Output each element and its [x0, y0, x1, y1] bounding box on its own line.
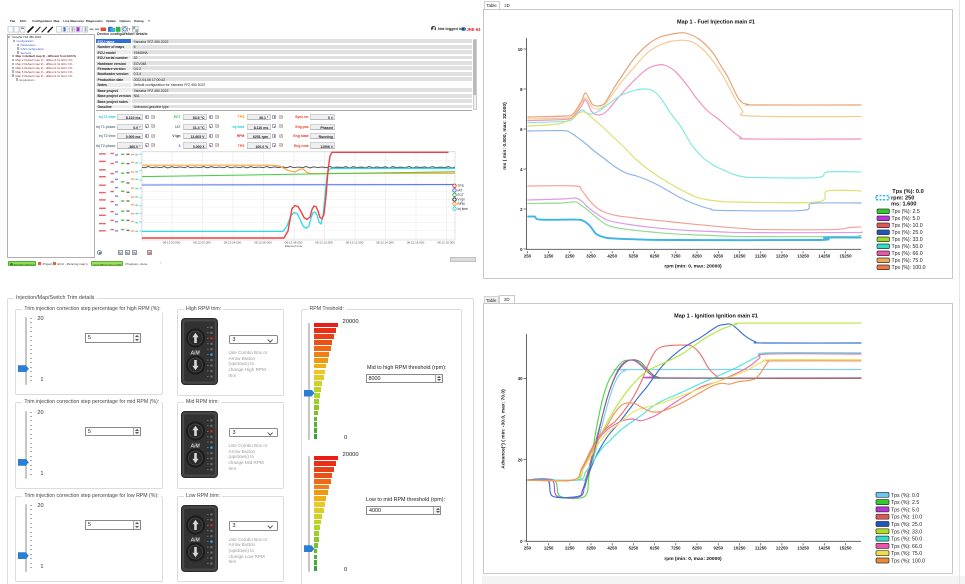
- svg-text:Tps (%): 0.0: Tps (%): 0.0: [892, 189, 923, 195]
- svg-text:40: 40: [518, 376, 523, 381]
- svg-text:Tps (%): 100.0: Tps (%): 100.0: [892, 265, 926, 271]
- svg-text:11250: 11250: [755, 254, 767, 259]
- svg-text:08:12:04.000: 08:12:04.000: [224, 241, 242, 245]
- svg-text:08:12:02.000: 08:12:02.000: [193, 241, 211, 245]
- svg-text:Tps (%): 66.0: Tps (%): 66.0: [892, 251, 923, 257]
- svg-text:ms: 1.600: ms: 1.600: [891, 201, 917, 207]
- svg-text:Tps (%): 5.0: Tps (%): 5.0: [891, 507, 919, 513]
- svg-text:1250: 1250: [544, 546, 554, 551]
- svg-text:Map 1 - Ignition Ignition main: Map 1 - Ignition Ignition main #1: [674, 314, 758, 320]
- svg-text:7250: 7250: [671, 254, 681, 259]
- svg-text:10: 10: [518, 47, 523, 52]
- svg-text:rpm (min: 0, max: 20000): rpm (min: 0, max: 20000): [664, 264, 722, 270]
- svg-text:12250: 12250: [776, 546, 789, 551]
- svg-text:08:12:14.000: 08:12:14.000: [376, 241, 394, 245]
- svg-text:Tps (%): 66.0: Tps (%): 66.0: [891, 544, 922, 550]
- svg-text:AiM: AiM: [190, 537, 201, 543]
- svg-text:Tps (%): 10.0: Tps (%): 10.0: [891, 515, 922, 521]
- svg-text:6250: 6250: [650, 254, 660, 259]
- svg-text:8250: 8250: [692, 546, 702, 551]
- svg-text:12250: 12250: [776, 254, 789, 259]
- svg-text:6: 6: [520, 127, 523, 132]
- svg-text:V ign: V ign: [458, 198, 465, 202]
- svg-text:13250: 13250: [797, 546, 810, 551]
- svg-text:Tps (%): 5.0: Tps (%): 5.0: [892, 216, 920, 222]
- svg-text:Tps (%): 50.0: Tps (%): 50.0: [891, 537, 922, 543]
- svg-text:13250: 13250: [797, 254, 810, 259]
- svg-text:Elapsed time: Elapsed time: [285, 244, 303, 248]
- svg-text:1250: 1250: [544, 254, 554, 259]
- svg-text:15250: 15250: [840, 254, 853, 259]
- svg-text:8: 8: [520, 87, 523, 92]
- svg-text:8250: 8250: [692, 254, 702, 259]
- svg-text:4250: 4250: [607, 546, 617, 551]
- svg-text:5250: 5250: [629, 254, 639, 259]
- svg-text:4: 4: [520, 167, 523, 172]
- svg-text:Tps (%): 10.0: Tps (%): 10.0: [892, 223, 923, 229]
- svg-text:Tps (%): 33.0: Tps (%): 33.0: [892, 237, 923, 243]
- svg-text:TPS: TPS: [458, 184, 464, 188]
- svg-text:5250: 5250: [629, 546, 639, 551]
- svg-text:08:12:00.000: 08:12:00.000: [163, 241, 181, 245]
- svg-text:14250: 14250: [818, 254, 831, 259]
- svg-text:250: 250: [524, 254, 532, 259]
- svg-text:250: 250: [524, 546, 532, 551]
- svg-text:Tps (%): 0.0: Tps (%): 0.0: [891, 493, 919, 499]
- svg-text:Tps (%): 100.0: Tps (%): 100.0: [891, 559, 925, 565]
- svg-text:2250: 2250: [565, 546, 575, 551]
- svg-text:0: 0: [520, 247, 523, 252]
- svg-text:rpm: 250: rpm: 250: [891, 196, 914, 202]
- svg-text:10250: 10250: [734, 546, 747, 551]
- svg-text:4250: 4250: [607, 254, 617, 259]
- svg-text:Tps (%): 2.5: Tps (%): 2.5: [892, 209, 920, 215]
- svg-text:08:12:16.000: 08:12:16.000: [407, 241, 425, 245]
- svg-text:AiM: AiM: [190, 351, 201, 357]
- svg-text:Tps (%): 75.0: Tps (%): 75.0: [892, 258, 923, 264]
- svg-text:rpm (min: 0, max: 20000): rpm (min: 0, max: 20000): [664, 556, 722, 562]
- svg-text:Inj time: Inj time: [458, 207, 469, 211]
- svg-text:15250: 15250: [840, 546, 853, 551]
- svg-text:08:12:10.000: 08:12:10.000: [315, 241, 333, 245]
- svg-text:2250: 2250: [565, 254, 575, 259]
- svg-text:08:12:12.000: 08:12:12.000: [346, 241, 364, 245]
- svg-text:9250: 9250: [714, 546, 724, 551]
- svg-text:9250: 9250: [714, 254, 724, 259]
- svg-text:08:12:06.000: 08:12:06.000: [254, 241, 272, 245]
- svg-text:IAT: IAT: [458, 189, 463, 193]
- svg-text:08:12:18.000: 08:12:18.000: [437, 241, 455, 245]
- svg-text:Tps (%): 25.0: Tps (%): 25.0: [892, 230, 923, 236]
- svg-text:11250: 11250: [755, 546, 767, 551]
- svg-text:ms ( min: 0.000, max: 32.000): ms ( min: 0.000, max: 32.000): [502, 102, 508, 170]
- svg-text:RPM: RPM: [458, 202, 465, 206]
- svg-text:Tps (%): 75.0: Tps (%): 75.0: [891, 551, 922, 557]
- svg-text:3250: 3250: [586, 254, 596, 259]
- svg-text:Tps (%): 50.0: Tps (%): 50.0: [892, 244, 923, 250]
- svg-text:0: 0: [520, 539, 523, 544]
- svg-text:20: 20: [518, 458, 523, 463]
- svg-text:Advance(°) ( min: -30.0, max:: Advance(°) ( min: -30.0, max: 70.0): [501, 389, 507, 469]
- svg-text:ECT: ECT: [458, 193, 464, 197]
- svg-text:7250: 7250: [671, 546, 681, 551]
- svg-text:Tps (%): 25.0: Tps (%): 25.0: [891, 522, 922, 528]
- svg-text:6250: 6250: [650, 546, 660, 551]
- svg-text:Map 1 - Fuel Injection main #1: Map 1 - Fuel Injection main #1: [677, 20, 755, 26]
- svg-text:Tps (%): 2.5: Tps (%): 2.5: [891, 500, 919, 506]
- svg-text:AiM: AiM: [190, 444, 201, 450]
- svg-text:14250: 14250: [818, 546, 831, 551]
- svg-text:2: 2: [520, 207, 523, 212]
- svg-text:Tps (%): 33.0: Tps (%): 33.0: [891, 529, 922, 535]
- svg-text:10250: 10250: [734, 254, 747, 259]
- svg-text:08:12:08.000: 08:12:08.000: [285, 241, 303, 245]
- svg-text:3250: 3250: [586, 546, 596, 551]
